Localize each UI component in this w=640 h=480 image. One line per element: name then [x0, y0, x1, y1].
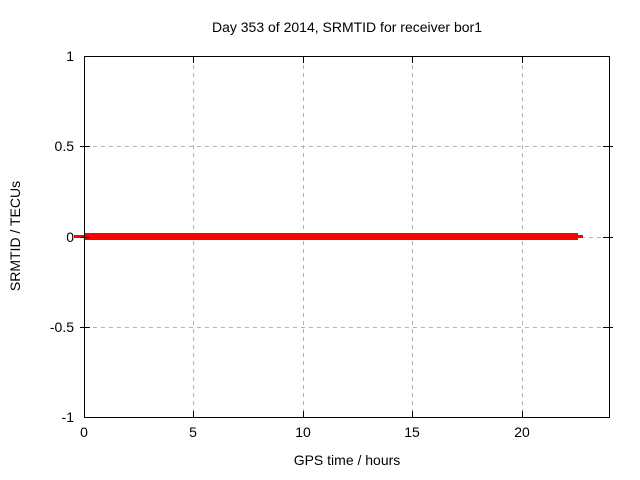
- x-tick-label: 5: [189, 424, 197, 440]
- x-tick-bottom: [522, 411, 523, 417]
- x-tick-label: 15: [404, 424, 420, 440]
- x-tick-bottom: [412, 411, 413, 417]
- x-tick-top: [522, 57, 523, 63]
- h-gridline: [85, 146, 609, 147]
- x-tick-label: 20: [514, 424, 530, 440]
- y-tick-left: [80, 237, 90, 238]
- y-tick-right: [603, 146, 613, 147]
- x-tick-bottom: [193, 411, 194, 417]
- x-tick-bottom: [303, 411, 304, 417]
- y-tick-label: -0.5: [49, 319, 74, 335]
- y-axis-label: SRMTID / TECUs: [7, 180, 23, 292]
- x-tick-top: [412, 57, 413, 63]
- plot-area-border: [84, 56, 610, 418]
- x-tick-label: 10: [295, 424, 311, 440]
- x-tick-label: 0: [80, 424, 88, 440]
- y-tick-label: 1: [66, 48, 74, 64]
- y-tick-left: [80, 327, 90, 328]
- x-tick-top: [193, 57, 194, 63]
- y-tick-label: 0: [66, 229, 74, 245]
- y-tick-right: [603, 237, 613, 238]
- data-line-srmtid: [84, 233, 578, 240]
- h-gridline: [85, 327, 609, 328]
- y-tick-label: 0.5: [54, 138, 74, 154]
- x-axis-label: GPS time / hours: [293, 452, 401, 468]
- y-tick-right: [603, 327, 613, 328]
- chart-title: Day 353 of 2014, SRMTID for receiver bor…: [211, 19, 482, 35]
- y-tick-left: [80, 146, 90, 147]
- x-tick-top: [303, 57, 304, 63]
- y-tick-label: -1: [61, 409, 74, 425]
